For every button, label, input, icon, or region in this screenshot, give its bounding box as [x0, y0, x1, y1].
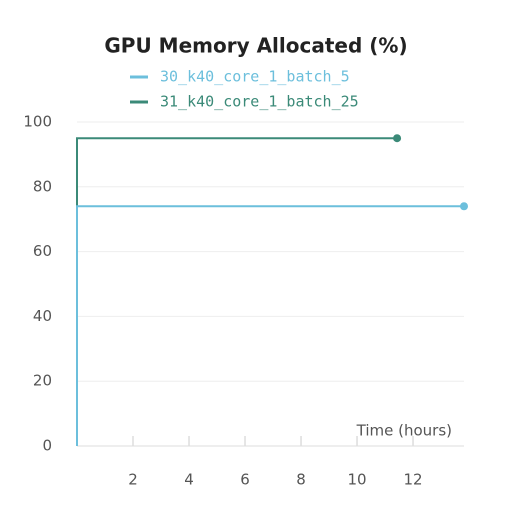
series-line	[76, 137, 398, 446]
y-tick-label: 60	[33, 242, 52, 260]
y-tick-label: 0	[42, 437, 52, 455]
x-tick-label: 8	[296, 471, 306, 489]
x-axis-label: Time (hours)	[356, 422, 452, 440]
x-tick-label: 4	[184, 471, 194, 489]
y-tick-label: 40	[33, 307, 52, 325]
x-tick-label: 2	[128, 471, 138, 489]
end-point	[393, 134, 402, 143]
x-tick-label: 10	[347, 471, 366, 489]
y-tick-label: 80	[33, 177, 52, 195]
legend-label: 30_k40_core_1_batch_5	[160, 68, 350, 86]
end-point	[460, 202, 468, 211]
chart-title: GPU Memory Allocated (%)	[104, 34, 407, 58]
y-tick-label: 20	[33, 372, 52, 390]
x-tick-label: 12	[403, 471, 422, 489]
y-tick-label: 100	[23, 113, 52, 131]
x-tick-label: 6	[240, 471, 250, 489]
series-line	[76, 205, 464, 446]
legend-label: 31_k40_core_1_batch_25	[160, 93, 359, 111]
